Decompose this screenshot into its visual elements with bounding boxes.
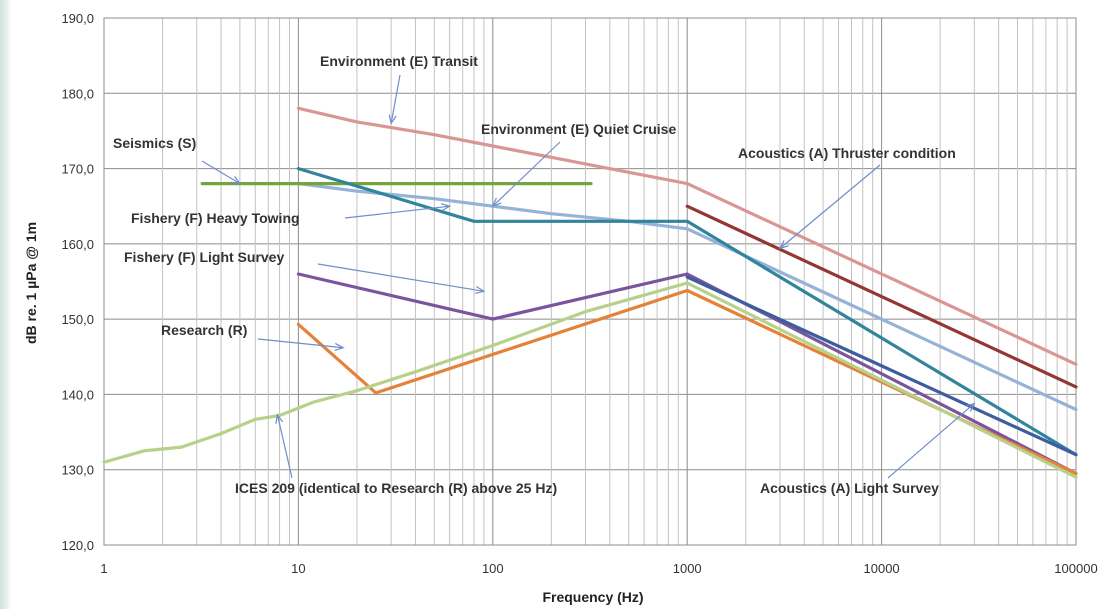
series-line [102,281,1078,479]
annotation-label: Seismics (S) [113,135,196,151]
arrowhead-icon [491,197,502,208]
annotation-label: Acoustics (A) Thruster condition [738,145,956,161]
y-tick-label: 120,0 [61,538,94,553]
y-tick-label: 190,0 [61,11,94,26]
annotation-arrow [201,160,241,185]
arrowhead-icon [475,285,486,294]
series-line [296,182,1078,412]
arrowhead-icon [388,114,397,125]
series-line [685,275,1078,457]
series-line [296,167,1078,457]
annotation-arrow [257,338,344,349]
x-tick-label: 1000 [673,561,702,576]
y-tick-label: 180,0 [61,86,94,101]
y-tick-label: 130,0 [61,463,94,478]
annotation-arrow [390,74,401,124]
x-axis-title: Frequency (Hz) [542,589,643,605]
series-line [685,204,1078,389]
annotation-arrow [887,403,975,479]
x-tick-label: 100000 [1054,561,1097,576]
annotation-label: Research (R) [161,322,247,338]
y-axis-title: dB re. 1 µPa @ 1m [23,222,39,344]
annotation-arrow [779,164,881,249]
arrowhead-icon [275,413,284,424]
annotation-arrow [276,414,293,479]
series-line [296,106,1078,366]
annotation-label: Environment (E) Quiet Cruise [481,121,676,137]
annotation-arrow [317,263,485,292]
series-group [102,106,1078,479]
annotation-label: Fishery (F) Light Survey [124,249,284,265]
annotation-labels: Environment (E) Transit Environment (E) Q… [113,53,956,496]
x-tick-label: 100 [482,561,504,576]
arrowhead-icon [334,342,345,351]
y-tick-label: 150,0 [61,312,94,327]
annotation-arrows [201,74,976,479]
annotation-label: ICES 209 (identical to Research (R) abov… [235,480,557,496]
arrowhead-icon [778,240,789,250]
tick-labels: 120,0 130,0 140,0 150,0 160,0 170,0 180,0 190,0… [61,11,1097,576]
x-tick-label: 10000 [864,561,900,576]
arrowhead-icon [230,176,242,185]
grid [103,17,1077,546]
y-tick-label: 160,0 [61,237,94,252]
series-line [296,272,1078,476]
annotation-arrow [344,205,450,219]
annotation-label: Acoustics (A) Light Survey [760,480,939,496]
x-tick-label: 1 [100,561,107,576]
arrowhead-icon [965,402,976,412]
annotation-label: Environment (E) Transit [320,53,478,69]
arrowhead-icon [440,203,452,212]
x-tick-label: 10 [291,561,305,576]
plot-border [103,17,1077,546]
series-line [296,288,1078,476]
y-tick-label: 170,0 [61,162,94,177]
annotation-label: Fishery (F) Heavy Towing [131,210,300,226]
annotation-arrow [492,141,561,207]
y-tick-label: 140,0 [61,387,94,402]
